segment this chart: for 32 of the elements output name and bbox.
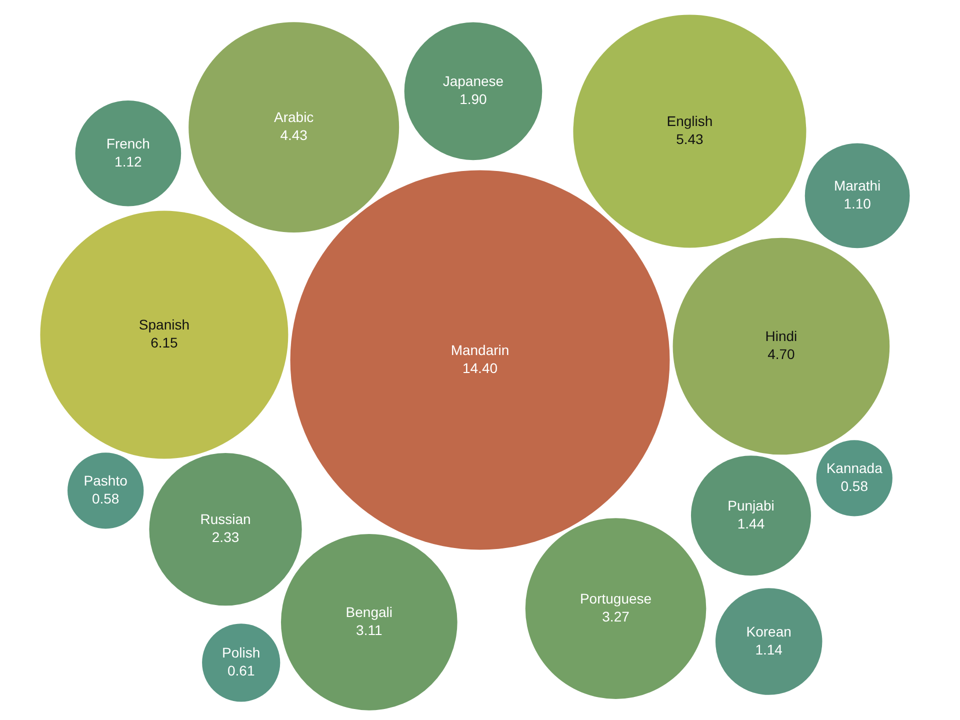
category-label: Korean	[746, 623, 792, 640]
category-label: Hindi	[765, 328, 798, 344]
data-label: 4.70	[768, 346, 796, 362]
category-label: Arabic	[274, 109, 314, 126]
category-label: Polish	[222, 644, 260, 661]
category-label: Mandarin	[450, 342, 510, 358]
category-label: English	[666, 113, 713, 130]
data-label: 2.33	[212, 529, 240, 546]
data-label: 1.14	[755, 641, 783, 658]
data-label: 6.15	[150, 334, 178, 351]
category-label: French	[106, 135, 150, 152]
category-label: Spanish	[138, 316, 190, 333]
category-label: Portuguese	[580, 590, 652, 606]
data-label: 0.61	[227, 662, 255, 679]
data-label: 1.12	[114, 153, 142, 170]
category-label: Russian	[200, 511, 251, 528]
data-label: 1.90	[460, 91, 488, 108]
data-label: 3.11	[356, 622, 382, 638]
category-label: Punjabi	[728, 497, 774, 514]
category-label: Bengali	[346, 604, 393, 620]
data-label: 5.43	[676, 131, 704, 148]
category-label: Japanese	[442, 73, 504, 90]
category-label: Marathi	[834, 178, 881, 194]
category-label: Kannada	[826, 460, 883, 476]
data-label: 3.27	[602, 608, 630, 624]
data-label: 0.58	[840, 478, 868, 494]
data-label: 1.10	[844, 196, 872, 212]
data-label: 0.58	[92, 490, 120, 507]
data-label: 4.43	[280, 127, 308, 144]
data-label: 1.44	[737, 515, 765, 532]
data-label: 14.40	[462, 360, 498, 376]
category-label: Pashto	[84, 472, 128, 489]
